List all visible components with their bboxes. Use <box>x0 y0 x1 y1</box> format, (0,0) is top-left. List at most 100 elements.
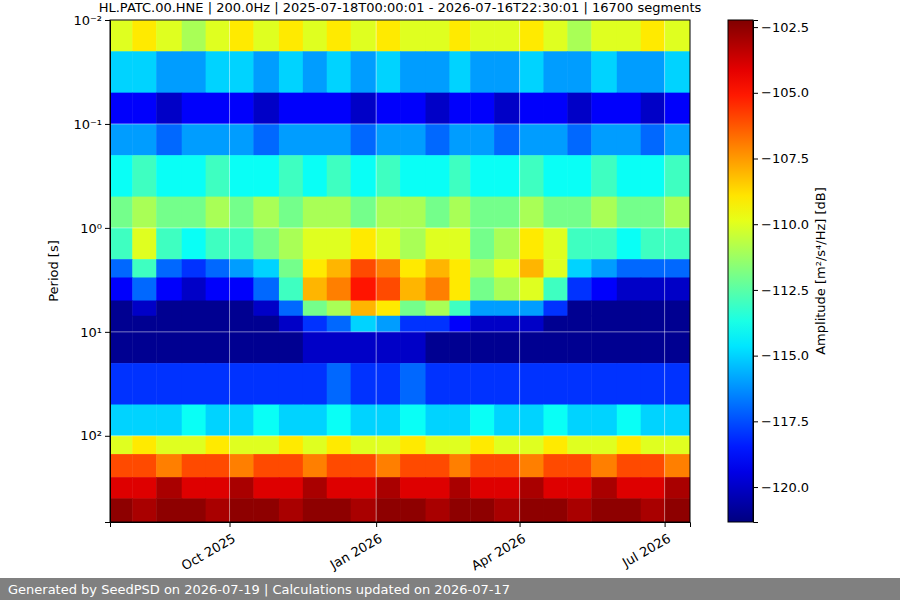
cell <box>156 20 182 52</box>
cell <box>617 93 641 125</box>
cell <box>665 316 690 333</box>
cell <box>567 51 591 93</box>
cell <box>132 436 156 455</box>
cell <box>132 332 156 364</box>
cell <box>617 155 641 197</box>
cell <box>494 155 520 197</box>
cell <box>156 477 182 499</box>
cell <box>156 332 182 364</box>
cell <box>110 93 133 125</box>
cell <box>617 332 641 364</box>
cell <box>665 332 690 364</box>
cell <box>543 20 567 52</box>
tick: −102.5 <box>753 20 809 35</box>
colorbar-axis: −102.5−105.0−107.5−110.0−112.5−115.0−117… <box>753 20 809 523</box>
cell <box>303 301 327 317</box>
cell <box>470 363 494 405</box>
cell <box>303 316 327 333</box>
cell <box>230 155 254 197</box>
cell <box>303 93 327 125</box>
cell <box>470 316 494 333</box>
cell <box>303 332 327 364</box>
grid-line <box>229 20 230 522</box>
tick-mark <box>753 421 758 422</box>
cell <box>206 197 230 229</box>
cell <box>520 498 544 522</box>
tick-mark <box>105 332 110 333</box>
cell <box>641 259 665 278</box>
cell <box>449 93 470 125</box>
cell <box>156 259 182 278</box>
cell <box>182 228 206 260</box>
cell <box>206 124 230 156</box>
tick: −115.0 <box>753 348 809 363</box>
footer-bar <box>0 578 900 600</box>
cell <box>665 51 690 93</box>
cell <box>327 454 351 478</box>
cell <box>156 277 182 301</box>
cell <box>376 155 400 197</box>
tick-mark <box>753 159 758 160</box>
cell <box>110 301 133 317</box>
cell <box>470 155 494 197</box>
cell <box>253 363 279 405</box>
cell <box>230 477 254 499</box>
cell <box>110 259 133 278</box>
cell <box>641 332 665 364</box>
cell <box>376 436 400 455</box>
cell <box>426 228 450 260</box>
cell <box>449 301 470 317</box>
axis-title: Period [s] <box>46 240 61 302</box>
cell <box>206 277 230 301</box>
cell <box>400 436 426 455</box>
cell <box>520 301 544 317</box>
cell <box>543 228 567 260</box>
cell <box>641 155 665 197</box>
tick-label: −112.5 <box>761 283 809 298</box>
tick-label: −120.0 <box>761 480 809 495</box>
tick-mark <box>520 522 521 527</box>
cell <box>543 498 567 522</box>
cell <box>279 332 303 364</box>
cell <box>494 436 520 455</box>
cell <box>400 20 426 52</box>
cell <box>110 405 133 437</box>
tick-mark <box>753 224 758 225</box>
cell <box>376 228 400 260</box>
cell <box>400 405 426 437</box>
cell <box>591 197 617 229</box>
cell <box>494 477 520 499</box>
cell <box>132 197 156 229</box>
cell <box>376 477 400 499</box>
cell <box>230 197 254 229</box>
cell <box>182 316 206 333</box>
cell <box>303 259 327 278</box>
cell <box>132 477 156 499</box>
cell <box>303 155 327 197</box>
cell <box>494 454 520 478</box>
cell <box>303 228 327 260</box>
tick-label: −107.5 <box>761 151 809 166</box>
cell <box>591 332 617 364</box>
cell <box>156 301 182 317</box>
cell <box>376 454 400 478</box>
cell <box>494 498 520 522</box>
cell <box>641 197 665 229</box>
cell <box>376 405 400 437</box>
cell <box>641 498 665 522</box>
tick-label: 10⁻¹ <box>73 117 102 132</box>
cell <box>303 124 327 156</box>
cell <box>470 259 494 278</box>
cell <box>470 51 494 93</box>
cell <box>132 93 156 125</box>
cell <box>641 20 665 52</box>
cell <box>520 259 544 278</box>
tick-mark <box>753 290 758 291</box>
cell <box>279 20 303 52</box>
cell <box>567 228 591 260</box>
cell <box>400 155 426 197</box>
cell <box>426 155 450 197</box>
cell <box>665 301 690 317</box>
cell <box>156 498 182 522</box>
cell <box>156 155 182 197</box>
